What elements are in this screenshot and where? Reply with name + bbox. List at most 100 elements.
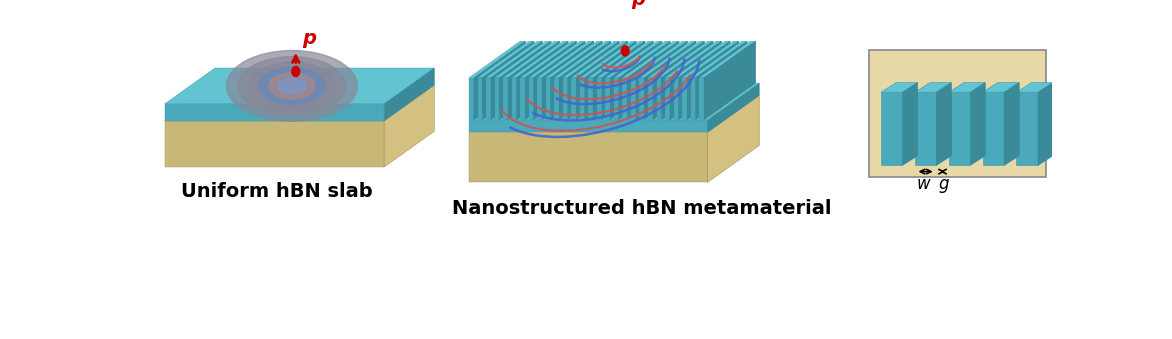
Polygon shape xyxy=(708,95,759,182)
Polygon shape xyxy=(525,41,577,120)
Polygon shape xyxy=(656,78,661,120)
Polygon shape xyxy=(165,104,384,121)
Polygon shape xyxy=(645,41,696,120)
Polygon shape xyxy=(537,41,594,78)
Polygon shape xyxy=(477,41,534,78)
Polygon shape xyxy=(611,41,662,120)
Polygon shape xyxy=(674,41,730,78)
Polygon shape xyxy=(593,41,645,120)
Polygon shape xyxy=(614,41,670,78)
Polygon shape xyxy=(606,41,662,78)
Polygon shape xyxy=(704,41,756,120)
Polygon shape xyxy=(577,41,628,120)
Polygon shape xyxy=(469,78,473,120)
Polygon shape xyxy=(469,132,708,182)
Polygon shape xyxy=(881,83,918,92)
Polygon shape xyxy=(640,41,696,78)
Polygon shape xyxy=(529,41,585,78)
Polygon shape xyxy=(690,41,748,78)
Text: w: w xyxy=(917,175,931,193)
Polygon shape xyxy=(627,41,679,120)
Polygon shape xyxy=(636,41,688,120)
Polygon shape xyxy=(495,78,499,120)
Polygon shape xyxy=(543,41,594,120)
Polygon shape xyxy=(384,85,435,167)
Polygon shape xyxy=(384,68,435,121)
Polygon shape xyxy=(469,41,526,78)
Polygon shape xyxy=(622,78,627,120)
Polygon shape xyxy=(915,83,952,92)
Polygon shape xyxy=(580,41,636,78)
Text: g: g xyxy=(939,175,949,193)
Polygon shape xyxy=(665,78,670,120)
Polygon shape xyxy=(563,78,567,120)
Polygon shape xyxy=(554,41,611,78)
Polygon shape xyxy=(622,41,679,78)
Polygon shape xyxy=(563,41,620,78)
Polygon shape xyxy=(503,41,560,78)
Polygon shape xyxy=(631,78,636,120)
Polygon shape xyxy=(469,95,759,132)
Ellipse shape xyxy=(226,51,357,121)
Polygon shape xyxy=(1038,83,1054,165)
Polygon shape xyxy=(881,92,902,165)
Polygon shape xyxy=(546,78,551,120)
Polygon shape xyxy=(499,41,551,120)
Text: p: p xyxy=(632,0,646,9)
Polygon shape xyxy=(619,41,670,120)
Polygon shape xyxy=(507,41,560,120)
Polygon shape xyxy=(551,41,602,120)
Polygon shape xyxy=(512,78,517,120)
Polygon shape xyxy=(695,41,748,120)
Polygon shape xyxy=(601,41,654,120)
Polygon shape xyxy=(520,41,577,78)
Polygon shape xyxy=(486,78,491,120)
Polygon shape xyxy=(491,41,543,120)
Polygon shape xyxy=(631,41,688,78)
Polygon shape xyxy=(585,41,636,120)
Polygon shape xyxy=(648,41,704,78)
Polygon shape xyxy=(970,83,986,165)
Polygon shape xyxy=(503,78,507,120)
Polygon shape xyxy=(1016,83,1054,92)
Polygon shape xyxy=(597,78,601,120)
Polygon shape xyxy=(165,68,435,104)
Text: Nanostructured hBN metamaterial: Nanostructured hBN metamaterial xyxy=(452,199,832,218)
Polygon shape xyxy=(606,78,611,120)
Polygon shape xyxy=(902,83,918,165)
Polygon shape xyxy=(948,92,970,165)
Polygon shape xyxy=(165,85,435,121)
Ellipse shape xyxy=(248,62,335,110)
Polygon shape xyxy=(665,41,722,78)
Polygon shape xyxy=(708,83,759,132)
Polygon shape xyxy=(473,41,526,120)
Polygon shape xyxy=(554,78,559,120)
Polygon shape xyxy=(529,78,533,120)
Polygon shape xyxy=(656,41,714,78)
Polygon shape xyxy=(674,78,679,120)
Polygon shape xyxy=(670,41,722,120)
Polygon shape xyxy=(687,41,738,120)
Polygon shape xyxy=(588,41,645,78)
Polygon shape xyxy=(571,41,628,78)
Polygon shape xyxy=(1016,92,1038,165)
Polygon shape xyxy=(483,41,534,120)
Ellipse shape xyxy=(278,78,306,94)
Polygon shape xyxy=(486,41,543,78)
Polygon shape xyxy=(469,83,759,120)
Polygon shape xyxy=(661,41,714,120)
Polygon shape xyxy=(648,78,653,120)
Ellipse shape xyxy=(268,73,315,99)
Polygon shape xyxy=(653,41,704,120)
Bar xyxy=(870,50,1047,177)
Polygon shape xyxy=(948,83,986,92)
Polygon shape xyxy=(477,78,483,120)
Polygon shape xyxy=(982,83,1020,92)
Polygon shape xyxy=(1004,83,1020,165)
Polygon shape xyxy=(546,41,602,78)
Polygon shape xyxy=(580,78,585,120)
Polygon shape xyxy=(982,92,1004,165)
Ellipse shape xyxy=(259,67,325,104)
Polygon shape xyxy=(597,41,654,78)
Polygon shape xyxy=(533,41,585,120)
